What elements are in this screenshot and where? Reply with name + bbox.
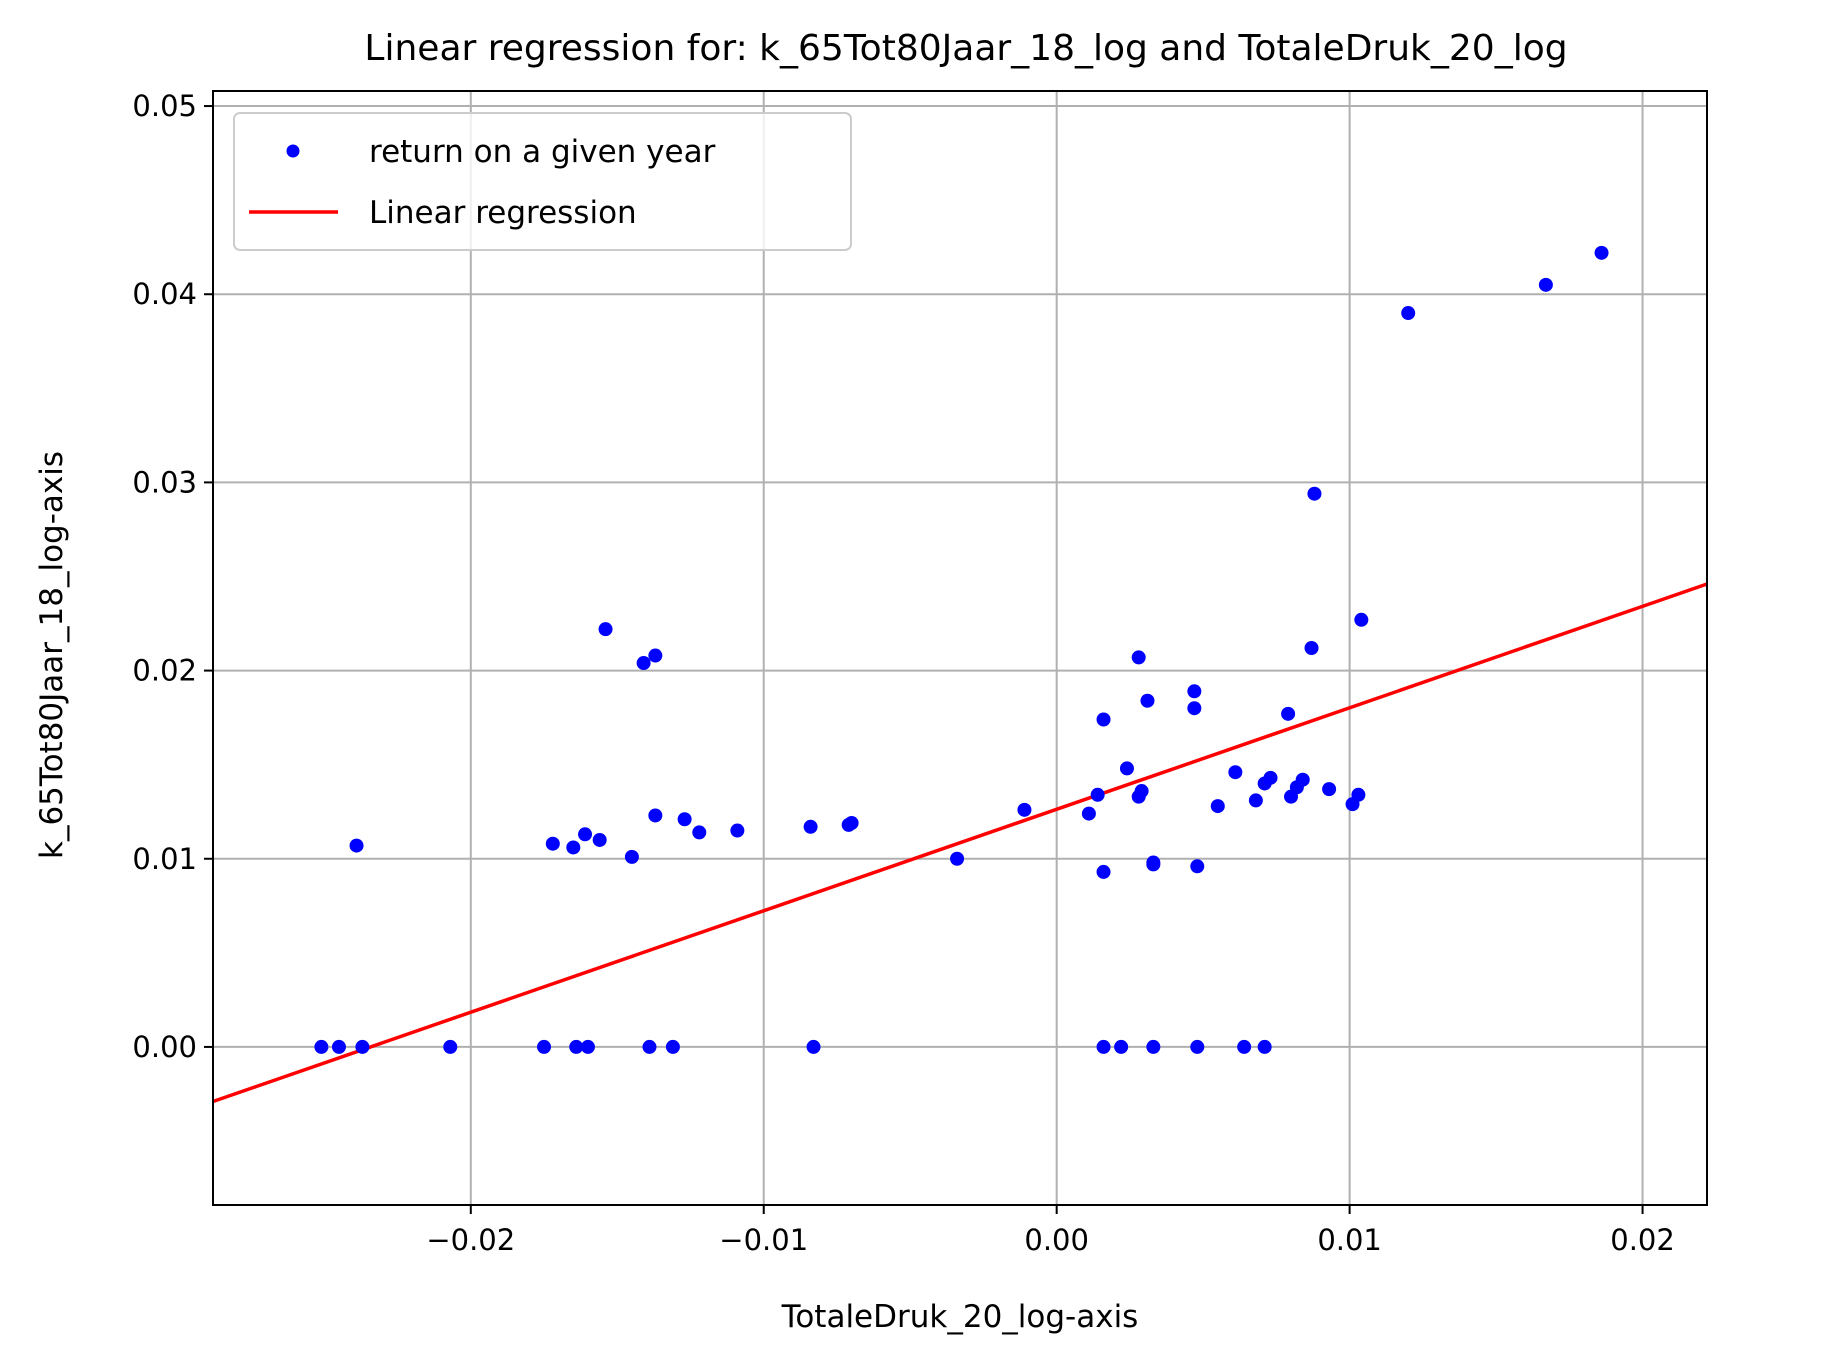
scatter-point [1096,712,1111,727]
scatter-point [1140,693,1155,708]
scatter-point [665,1039,680,1054]
axes-frame [212,90,1708,1206]
scatter-point [598,622,613,637]
y-tick-label: 0.02 [132,654,197,688]
y-tick-label: 0.04 [132,277,197,311]
scatter-point [1351,787,1366,802]
scatter-point [677,812,692,827]
scatter-point [1096,864,1111,879]
scatter-point [1017,802,1032,817]
scatter-point [1401,306,1416,321]
scatter-point [1322,782,1337,797]
scatter-point [648,808,663,823]
x-tick-label: 0.00 [1024,1223,1089,1257]
scatter-point [1114,1039,1129,1054]
scatter-point [1187,684,1202,699]
scatter-point [636,656,651,671]
scatter-point [569,1039,584,1054]
legend-label-line: Linear regression [369,195,637,231]
scatter-point [331,1039,346,1054]
scatter-point [803,819,818,834]
scatter-point [355,1039,370,1054]
scatter-point [1228,765,1243,780]
scatter-point [545,836,560,851]
y-tick-label: 0.00 [132,1030,197,1064]
y-axis-ticks: 0.00 0.01 0.02 0.03 0.04 0.05 [132,89,213,1064]
legend-box [233,112,852,251]
scatter-point [1146,855,1161,870]
legend-scatter-marker [286,144,300,158]
scatter-point [1190,1039,1205,1054]
scatter-point [1257,1039,1272,1054]
scatter-point [950,851,965,866]
scatter-point [1190,859,1205,874]
scatter-point [1081,806,1096,821]
scatter-point [592,832,607,847]
scatter-point [1354,612,1369,627]
scatter-point [349,838,364,853]
x-tick-label: −0.02 [426,1223,515,1257]
x-tick-label: 0.02 [1610,1223,1675,1257]
y-tick-label: 0.03 [132,465,197,499]
x-tick-label: 0.01 [1317,1223,1382,1257]
scatter-point [1295,772,1310,787]
scatter-point [1304,641,1319,655]
legend: return on a given year Linear regression [233,112,852,251]
scatter-point [1237,1039,1252,1054]
scatter-point [578,827,593,842]
x-axis-ticks: −0.02 −0.01 0.00 0.01 0.02 [426,1205,1675,1257]
scatter-point [648,648,663,663]
scatter-point [1090,787,1105,802]
y-tick-label: 0.05 [132,89,197,123]
scatter-point [537,1039,552,1054]
scatter-point [1131,650,1146,665]
scatter-point [580,1039,595,1054]
scatter-point [1594,245,1609,260]
scatter-point [1307,486,1322,501]
scatter-point [1187,701,1202,716]
scatter-point [844,816,859,831]
y-tick-label: 0.01 [132,842,197,876]
plot-series [212,245,1708,1104]
scatter-point [1248,793,1263,808]
scatter-point [1096,1039,1111,1054]
scatter-point [1538,277,1553,292]
grid [213,91,1707,1205]
scatter-point [624,849,639,864]
scatter-point [1263,770,1278,785]
scatter-point [806,1039,821,1054]
regression-line [212,582,1708,1104]
scatter-point [566,840,581,855]
scatter-point [1119,761,1134,776]
scatter-point [314,1039,329,1054]
y-axis-label: k_65Tot80Jaar_18_log-axis [34,451,70,859]
chart-title: Linear regression for: k_65Tot80Jaar_18_… [364,28,1567,69]
scatter-point [730,823,745,838]
scatter-point [642,1039,657,1054]
x-tick-label: −0.01 [719,1223,808,1257]
scatter-point [692,825,707,840]
scatter-point [1281,706,1296,721]
scatter-point [443,1039,458,1054]
legend-label-scatter: return on a given year [369,134,716,170]
scatter-point [1134,784,1149,799]
x-axis-label: TotaleDruk_20_log-axis [781,1299,1139,1335]
scatter-point [1210,799,1225,814]
scatter-point [1146,1039,1161,1054]
